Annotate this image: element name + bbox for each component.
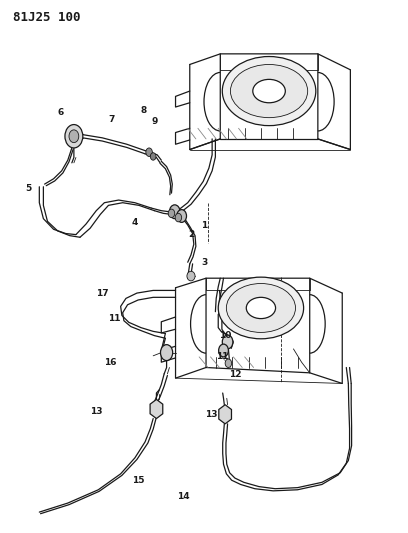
Ellipse shape [222,56,316,126]
Text: 5: 5 [25,184,31,193]
Text: 15: 15 [132,476,144,484]
Text: 13: 13 [205,410,217,419]
Ellipse shape [65,125,83,148]
Ellipse shape [160,345,173,361]
Ellipse shape [175,213,182,222]
Ellipse shape [177,209,186,222]
Ellipse shape [187,271,195,281]
Text: 10: 10 [219,331,231,340]
Ellipse shape [253,79,285,103]
Text: 7: 7 [108,115,115,124]
Text: 17: 17 [96,288,109,297]
Text: 4: 4 [132,219,138,228]
Text: 1: 1 [201,221,207,230]
Polygon shape [150,399,163,418]
Ellipse shape [219,344,228,357]
Ellipse shape [169,205,180,219]
Text: 14: 14 [177,491,189,500]
Text: 8: 8 [141,106,147,115]
Text: 11: 11 [108,314,121,323]
Text: 16: 16 [104,358,117,367]
Ellipse shape [225,359,232,368]
Text: 81J25 100: 81J25 100 [13,11,80,25]
Ellipse shape [246,297,275,319]
Text: 3: 3 [202,258,208,266]
Text: 11: 11 [216,352,228,361]
Ellipse shape [168,209,175,217]
Polygon shape [219,405,231,424]
Text: 6: 6 [58,108,64,117]
Ellipse shape [231,64,308,118]
Ellipse shape [226,284,295,333]
Ellipse shape [69,130,79,143]
Text: 9: 9 [151,117,157,126]
Text: 2: 2 [188,230,194,239]
Text: 12: 12 [229,370,242,379]
Ellipse shape [218,277,304,339]
Text: 13: 13 [90,407,102,416]
Ellipse shape [222,335,233,349]
Ellipse shape [150,153,156,160]
Ellipse shape [146,148,152,157]
